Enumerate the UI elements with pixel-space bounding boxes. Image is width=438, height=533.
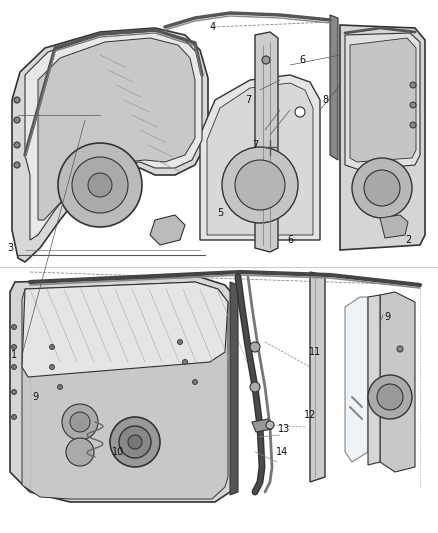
Text: 13: 13 xyxy=(278,424,290,434)
Polygon shape xyxy=(252,419,272,432)
Circle shape xyxy=(11,325,17,329)
Circle shape xyxy=(110,417,160,467)
Polygon shape xyxy=(207,83,313,235)
Circle shape xyxy=(262,56,270,64)
Circle shape xyxy=(410,122,416,128)
Circle shape xyxy=(14,117,20,123)
Circle shape xyxy=(58,143,142,227)
Text: 12: 12 xyxy=(304,410,316,420)
Circle shape xyxy=(14,142,20,148)
Circle shape xyxy=(11,415,17,419)
Circle shape xyxy=(14,97,20,103)
Text: 1: 1 xyxy=(11,350,17,360)
Circle shape xyxy=(295,107,305,117)
Polygon shape xyxy=(340,25,425,250)
Circle shape xyxy=(222,147,298,223)
Text: 7: 7 xyxy=(252,140,258,150)
Circle shape xyxy=(397,346,403,352)
Text: 6: 6 xyxy=(287,235,293,245)
Circle shape xyxy=(119,426,151,458)
Polygon shape xyxy=(150,215,185,245)
Circle shape xyxy=(183,359,187,365)
Polygon shape xyxy=(255,32,278,252)
Circle shape xyxy=(128,435,142,449)
Circle shape xyxy=(364,170,400,206)
Circle shape xyxy=(66,438,94,466)
Text: 7: 7 xyxy=(245,95,251,105)
Circle shape xyxy=(410,82,416,88)
Polygon shape xyxy=(310,272,325,482)
Circle shape xyxy=(72,157,128,213)
Circle shape xyxy=(14,162,20,168)
Circle shape xyxy=(250,342,260,352)
Circle shape xyxy=(49,365,54,369)
Circle shape xyxy=(177,340,183,344)
Circle shape xyxy=(250,382,260,392)
Polygon shape xyxy=(22,282,228,377)
Text: 8: 8 xyxy=(322,95,328,105)
Circle shape xyxy=(11,344,17,350)
Polygon shape xyxy=(345,297,368,462)
Circle shape xyxy=(235,160,285,210)
Circle shape xyxy=(368,375,412,419)
Circle shape xyxy=(70,412,90,432)
Polygon shape xyxy=(25,31,202,240)
Text: 2: 2 xyxy=(405,235,411,245)
Polygon shape xyxy=(380,292,415,472)
Text: 11: 11 xyxy=(309,347,321,357)
Circle shape xyxy=(377,384,403,410)
Circle shape xyxy=(352,158,412,218)
Text: 5: 5 xyxy=(217,208,223,218)
Polygon shape xyxy=(12,28,208,262)
Polygon shape xyxy=(380,215,408,238)
Text: 4: 4 xyxy=(210,22,216,32)
Polygon shape xyxy=(38,38,195,220)
Text: 3: 3 xyxy=(7,243,13,253)
Polygon shape xyxy=(350,38,416,162)
Circle shape xyxy=(88,173,112,197)
Circle shape xyxy=(57,384,63,390)
Polygon shape xyxy=(10,277,235,502)
Text: 9: 9 xyxy=(384,312,390,322)
Circle shape xyxy=(49,344,54,350)
Polygon shape xyxy=(22,282,228,499)
Circle shape xyxy=(410,102,416,108)
Circle shape xyxy=(11,390,17,394)
Circle shape xyxy=(62,404,98,440)
Polygon shape xyxy=(330,15,338,160)
Circle shape xyxy=(266,421,274,429)
Circle shape xyxy=(192,379,198,384)
Polygon shape xyxy=(345,33,420,170)
Text: 10: 10 xyxy=(112,447,124,457)
Polygon shape xyxy=(368,295,380,465)
Circle shape xyxy=(11,365,17,369)
Text: 6: 6 xyxy=(299,55,305,65)
Text: 9: 9 xyxy=(32,392,38,402)
Polygon shape xyxy=(200,75,320,240)
Polygon shape xyxy=(230,282,238,495)
Text: 14: 14 xyxy=(276,447,288,457)
